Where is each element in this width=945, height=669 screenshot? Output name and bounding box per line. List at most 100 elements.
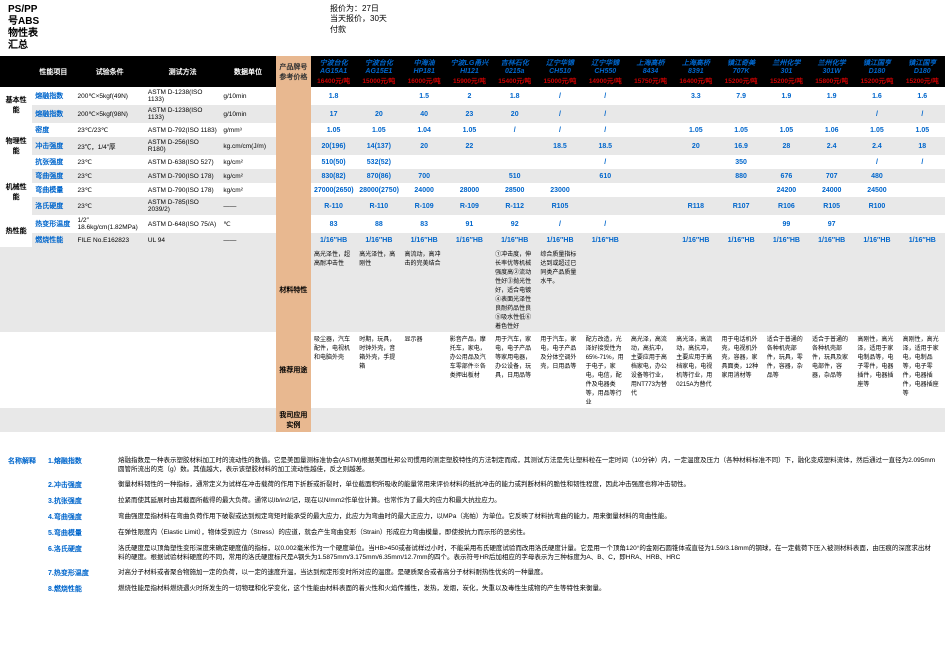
charac-row: 材料特性高光泽性，超高耐冲击性高光泽性，高刚性高流动，高冲击的完美结合①冲击度，… — [0, 247, 945, 332]
brand-model: CH550 — [586, 68, 625, 75]
category-cell: 机械性能 — [0, 169, 32, 215]
unit-cell: g/10min — [220, 87, 275, 105]
value-cell: 1/16″HB — [900, 233, 945, 247]
value-cell: / — [537, 123, 582, 137]
value-cell: 1/16″HB — [356, 233, 401, 247]
ref-cell — [276, 183, 311, 197]
value-cell: 1/16″HB — [402, 233, 447, 247]
charac-cell: 影音产品，摩托车，家电，办公用品及汽车零部件※各类押出板材 — [447, 332, 492, 408]
cond-cell: 23℃ — [74, 183, 144, 197]
cond-cell: 1/2″ 18.6kg/cm(1.82MPa) — [74, 215, 144, 233]
value-cell: 16.9 — [718, 137, 763, 155]
value-cell: 22 — [447, 137, 492, 155]
value-cell: 1.06 — [809, 123, 854, 137]
value-cell: 1/16″HB — [854, 233, 899, 247]
value-cell — [628, 233, 673, 247]
value-cell: R-109 — [447, 197, 492, 215]
value-cell — [900, 197, 945, 215]
col-method: 测试方法 — [145, 56, 220, 87]
brand-price: 16000元/吨 — [405, 75, 444, 85]
value-cell: 1.6 — [900, 87, 945, 105]
brand-model: 8391 — [676, 68, 715, 75]
value-cell: 1.05 — [764, 123, 809, 137]
unit-cell: kg/cm² — [220, 155, 275, 169]
unit-cell: kg/cm² — [220, 169, 275, 183]
table-row: 抗张强度23℃ASTM D-638(ISO 527)kg/cm²510(50)5… — [0, 155, 945, 169]
charac-cell: 综合质量指标达到或超过已同类产品质量水平。 — [537, 247, 582, 332]
charac-cell — [718, 408, 763, 432]
value-cell: 20 — [402, 137, 447, 155]
value-cell: R105 — [537, 197, 582, 215]
item-cell: 热变形温度 — [32, 215, 74, 233]
table-row: 弯曲模量23℃ASTM D-790(ISO 178)kg/cm²27000(26… — [0, 183, 945, 197]
value-cell: R-110 — [356, 197, 401, 215]
value-cell: 1.9 — [809, 87, 854, 105]
value-cell: 23 — [447, 105, 492, 123]
term-label: 2.冲击强度 — [48, 480, 118, 490]
brand-price: 15000元/吨 — [540, 75, 579, 85]
header-row: 性能项目 试验条件 测试方法 数据单位 产品牌号参考价格 宁波台化AG15A11… — [0, 56, 945, 87]
value-cell — [900, 183, 945, 197]
charac-cell — [809, 247, 854, 332]
cond-cell: 23℃ — [74, 197, 144, 215]
value-cell — [402, 155, 447, 169]
value-cell — [628, 169, 673, 183]
cond-cell: 200℃×5kgf(49N) — [74, 87, 144, 105]
value-cell: 1.05 — [673, 123, 718, 137]
value-cell: 83 — [402, 215, 447, 233]
value-cell: 1.05 — [311, 123, 356, 137]
charac-cell — [900, 408, 945, 432]
value-cell: 1.05 — [447, 123, 492, 137]
value-cell: / — [900, 155, 945, 169]
value-cell: 1/16″HB — [718, 233, 763, 247]
brand-price: 15200元/吨 — [903, 75, 942, 85]
value-cell — [764, 155, 809, 169]
value-cell: 28000 — [447, 183, 492, 197]
item-cell: 弯曲模量 — [32, 183, 74, 197]
cond-cell: FILE No.E162823 — [74, 233, 144, 247]
ref-cell — [276, 197, 311, 215]
brand-name: 镇江国亨 — [903, 58, 942, 68]
value-cell — [583, 183, 628, 197]
charac-cell: 适合于普通的各种机壳部件，玩具及家电部件，容器，杂品等 — [809, 332, 854, 408]
ref-cell — [276, 105, 311, 123]
charac-cell: 高流动，高冲击的完美结合 — [402, 247, 447, 332]
item-cell: 洛氏硬度 — [32, 197, 74, 215]
col-unit: 数据单位 — [220, 56, 275, 87]
value-cell: 1.05 — [900, 123, 945, 137]
value-cell — [718, 215, 763, 233]
charac-cell — [583, 247, 628, 332]
value-cell: / — [583, 215, 628, 233]
value-cell — [583, 197, 628, 215]
charac-row: 推荐用途吸尘器，汽车配件，电视机和电脑外壳时期，玩具，时钟外壳，音箱外壳，手提箱… — [0, 332, 945, 408]
brand-model: 301 — [767, 68, 806, 75]
value-cell: 28 — [764, 137, 809, 155]
value-cell: / — [537, 105, 582, 123]
value-cell: 1/16″HB — [311, 233, 356, 247]
value-cell: 1.9 — [764, 87, 809, 105]
value-cell: 1.05 — [356, 123, 401, 137]
value-cell: R107 — [718, 197, 763, 215]
method-cell: ASTM D-256(ISO R180) — [145, 137, 220, 155]
value-cell: 24000 — [809, 183, 854, 197]
value-cell — [673, 155, 718, 169]
value-cell: 1/16″HB — [764, 233, 809, 247]
charac-cell: 高刚性，高光泽，适用于家电，电制品等，电子零件，电器插件，电器插座等 — [900, 332, 945, 408]
term-label: 8.燃烧性能 — [48, 584, 118, 594]
charac-cell: 高刚性，高光泽，适用于家电制品等，电子零件，电器插件，电器插座等 — [854, 332, 899, 408]
value-cell — [854, 215, 899, 233]
value-cell: 3.3 — [673, 87, 718, 105]
method-cell: ASTM D-790(ISO 178) — [145, 183, 220, 197]
brand-model: 8434 — [631, 68, 670, 75]
term-desc: 拉紧而使其延展时由其截面所截得的最大负荷。通常以lb/in2/记，现在以N/mm… — [118, 496, 937, 506]
item-cell: 燃烧性能 — [32, 233, 74, 247]
charac-cell — [311, 408, 356, 432]
value-cell: 28000(2750) — [356, 183, 401, 197]
term-desc: 熔融指数是一种表示塑胶材料加工时的流动性的数值。它是美国量测标准协会(ASTM)… — [118, 456, 937, 474]
value-cell — [628, 183, 673, 197]
brand-header: 宁波LG甬兴HI12115900元/吨 — [447, 56, 492, 87]
charac-cell — [492, 408, 537, 432]
charac-cell — [673, 247, 718, 332]
value-cell: 880 — [718, 169, 763, 183]
col-item: 性能项目 — [32, 56, 74, 87]
